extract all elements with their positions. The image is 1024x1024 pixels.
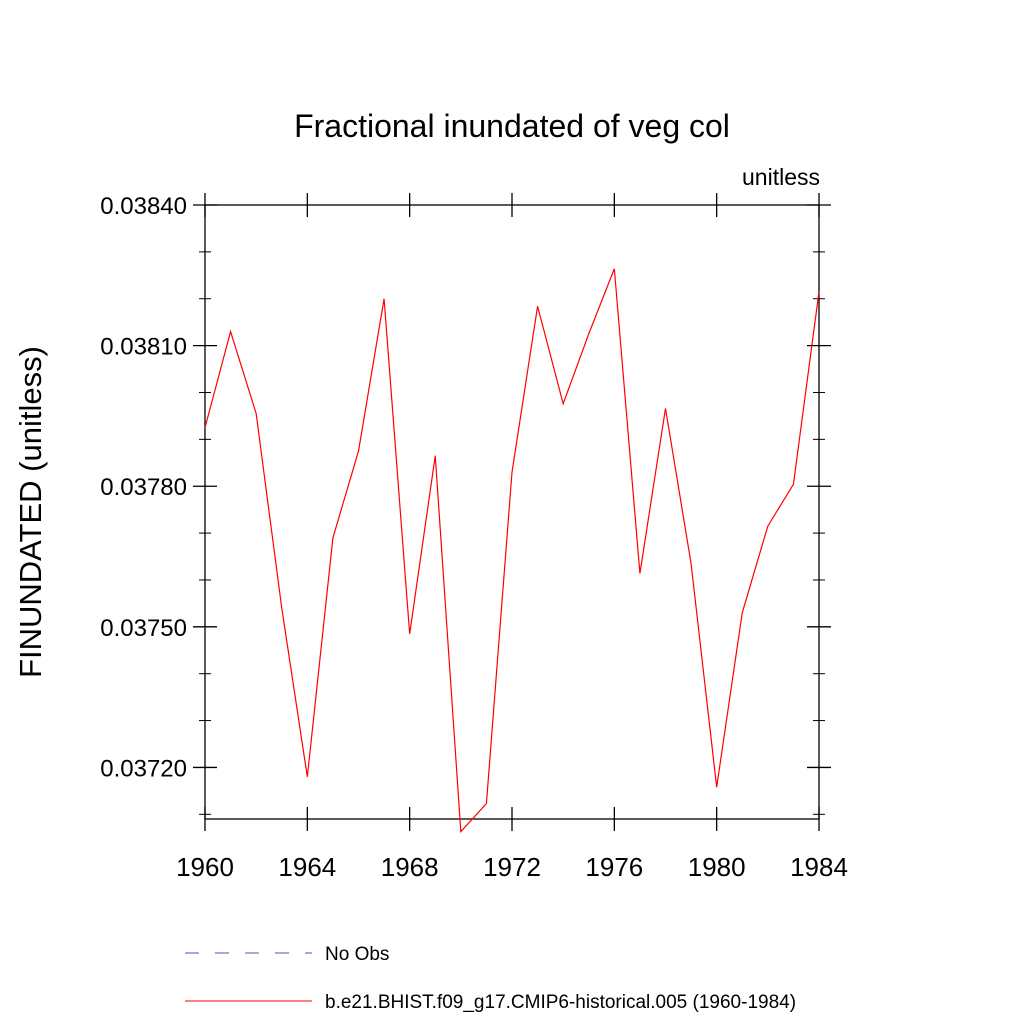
- y-tick-label: 0.03840: [100, 193, 187, 220]
- x-tick-label: 1980: [688, 852, 746, 882]
- x-tick-label: 1976: [585, 852, 643, 882]
- x-tick-label: 1984: [790, 852, 848, 882]
- legend-label: No Obs: [325, 944, 389, 965]
- x-tick-labels: 1960 1964 1968 1972 1976 1980 1984: [176, 852, 848, 882]
- series-lines: [204, 268, 820, 834]
- legend-label: b.e21.BHIST.f09_g17.CMIP6-historical.005…: [325, 992, 796, 1013]
- y-tick-label: 0.03720: [100, 755, 187, 782]
- y-tick-labels: 0.03720 0.03750 0.03780 0.03810 0.03840: [100, 193, 187, 782]
- y-tick-label: 0.03750: [100, 615, 187, 642]
- x-tick-label: 1964: [278, 852, 336, 882]
- x-tick-label: 1972: [483, 852, 541, 882]
- y-tick-label: 0.03780: [100, 474, 187, 501]
- axis-ticks: [193, 193, 831, 831]
- x-tick-label: 1960: [176, 852, 234, 882]
- x-tick-label: 1968: [381, 852, 439, 882]
- y-axis-label: FINUNDATED (unitless): [13, 346, 48, 678]
- plot-area: [204, 204, 820, 820]
- series-line: [204, 268, 820, 834]
- units-label: unitless: [742, 164, 820, 190]
- legend: No Obs b.e21.BHIST.f09_g17.CMIP6-historic…: [185, 944, 796, 1013]
- y-tick-label: 0.03810: [100, 334, 187, 361]
- chart-title: Fractional inundated of veg col: [294, 108, 730, 144]
